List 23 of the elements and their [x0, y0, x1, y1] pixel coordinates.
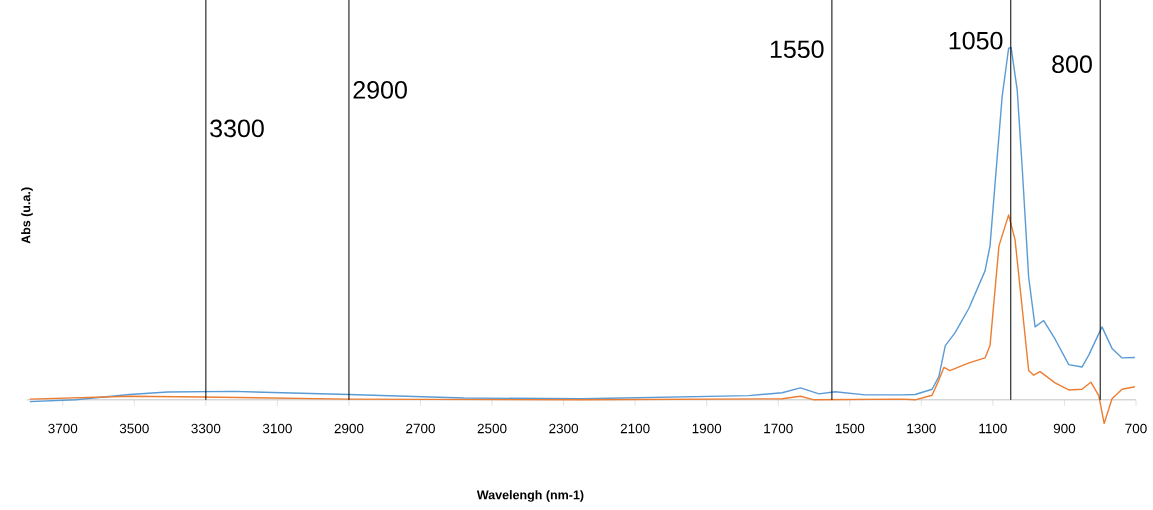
x-tick-label: 2300 [549, 423, 579, 434]
ref-line-label: 2900 [353, 81, 407, 99]
x-tick-label: 3300 [191, 423, 221, 434]
x-tick-label: 700 [1125, 423, 1147, 434]
x-axis-title: Wavelengh (nm-1) [476, 490, 584, 502]
x-tick-label: 1500 [835, 423, 865, 434]
x-tick-label: 1700 [764, 423, 793, 434]
x-tick-label: 1900 [692, 423, 722, 434]
x-tick-label: 900 [1053, 423, 1076, 434]
x-tick-label: 3500 [119, 423, 149, 434]
ref-line-label: 800 [1052, 55, 1092, 74]
x-tick-label: 2500 [477, 423, 507, 434]
x-tick-label: 2900 [334, 423, 364, 434]
x-tick-label: 2700 [406, 423, 435, 434]
ref-line-label: 1550 [770, 40, 824, 59]
x-tick-label: 1100 [979, 423, 1007, 434]
ref-line-label: 3300 [210, 119, 264, 138]
x-tick-label: 3700 [48, 423, 78, 434]
x-tick-label: 1300 [907, 423, 936, 434]
y-axis-title: Abs (u.a.) [21, 187, 33, 244]
x-tick-label: 3100 [262, 423, 292, 434]
x-tick-label: 2100 [620, 423, 650, 434]
ref-line-label: 1050 [949, 31, 1003, 50]
